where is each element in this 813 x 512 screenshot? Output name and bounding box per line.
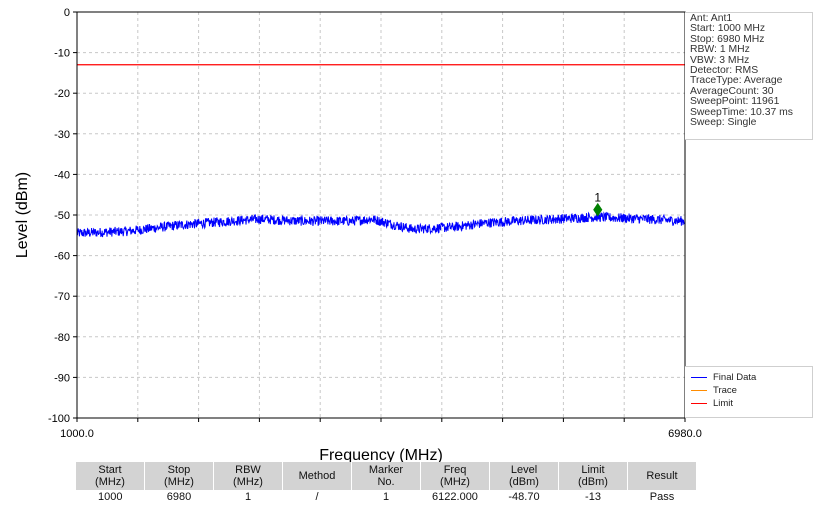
y-tick-label: -30 — [54, 129, 70, 141]
result-cell: -13 — [558, 490, 628, 505]
result-cell: 6980 — [144, 490, 214, 505]
result-cell: 1 — [213, 490, 283, 505]
series-final-data — [76, 211, 686, 238]
y-tick-label: 0 — [64, 7, 70, 19]
y-tick-label: -40 — [54, 169, 70, 181]
result-header-text: No. — [377, 476, 395, 488]
y-tick-label: -100 — [48, 413, 70, 425]
y-tick-label: -50 — [54, 210, 70, 222]
x-tick-label-start: 1000.0 — [60, 428, 94, 440]
result-row: 1000 6980 1/1 6122.000 -48.70 -13 Pass — [76, 490, 697, 505]
y-tick-label: -60 — [54, 251, 70, 263]
legend-swatch — [691, 403, 707, 404]
result-header-text: (MHz) — [95, 476, 125, 488]
result-cell: 1 — [351, 490, 421, 505]
result-cell: 1000 — [76, 490, 145, 505]
info-line: RBW: 1 MHz — [690, 44, 750, 56]
result-header-cell: Method — [282, 462, 352, 490]
result-header-text: (MHz) — [233, 476, 263, 488]
info-line: Start: 1000 MHz — [690, 23, 766, 35]
y-tick-label: -20 — [54, 88, 70, 100]
legend-item: Trace — [691, 384, 812, 397]
result-cell: -48.70 — [489, 490, 559, 505]
y-tick-label: -10 — [54, 48, 70, 60]
legend-swatch — [691, 390, 707, 391]
result-header-cell: Result — [627, 462, 697, 490]
measurement-info-box: Ant: Ant1 Start: 1000 MHz Stop: 6980 MHz RB… — [685, 12, 813, 140]
info-line: Sweep: Single — [690, 117, 757, 129]
legend-label: Trace — [713, 385, 737, 396]
info-line: AverageCount: 30 — [690, 85, 774, 97]
y-tick-label: -70 — [54, 291, 70, 303]
result-header-text: Result — [646, 470, 678, 482]
plot-frame — [76, 11, 686, 419]
result-cell: Pass — [627, 490, 697, 505]
y-tick-label: -80 — [54, 332, 70, 344]
result-header-text: Start — [98, 464, 122, 476]
result-header-text: Method — [298, 470, 336, 482]
result-header-text: Freq — [443, 464, 467, 476]
result-header-cell: Stop (MHz) — [144, 462, 214, 490]
info-line: VBW: 3 MHz — [690, 54, 750, 66]
result-cell: 6122.000 — [420, 490, 490, 505]
result-header-text: (dBm) — [578, 476, 608, 488]
result-header-text: RBW — [235, 464, 261, 476]
legend-swatch — [691, 377, 707, 378]
legend-label: Limit — [713, 398, 734, 409]
legend-label: Final Data — [713, 372, 757, 383]
marker-1-diamond — [593, 202, 603, 217]
x-tick-label-stop: 6980.0 — [668, 428, 702, 440]
x-axis-title: Frequency (MHz) — [319, 447, 443, 464]
result-header-text: (MHz) — [164, 476, 194, 488]
y-tick-label: -90 — [54, 372, 70, 384]
result-header-text: Limit — [581, 464, 605, 476]
info-line: SweepTime: 10.37 ms — [690, 106, 793, 118]
info-line: Ant: Ant1 — [690, 13, 733, 24]
result-header-cell: RBW (MHz) — [213, 462, 283, 490]
result-header-cell: Freq (MHz) — [420, 462, 490, 490]
result-cell: / — [282, 490, 352, 505]
result-header-cell: Marker No. — [351, 462, 421, 490]
marker-1-label: 1 — [594, 191, 601, 205]
info-line: Stop: 6980 MHz — [690, 33, 765, 45]
result-header-cell: Limit (dBm) — [558, 462, 628, 490]
info-line: Detector: RMS — [690, 65, 759, 77]
result-header-text: (MHz) — [440, 476, 470, 488]
info-line: TraceType: Average — [690, 75, 783, 87]
result-header-text: Marker — [368, 464, 404, 476]
result-header-text: (dBm) — [509, 476, 539, 488]
info-line: SweepPoint: 11961 — [690, 96, 780, 108]
result-header-cell: Start (MHz) — [76, 462, 145, 490]
legend: Final Data Trace Limit — [685, 366, 813, 418]
y-axis-title: Level (dBm) — [14, 172, 31, 258]
result-header-cell: Level (dBm) — [489, 462, 559, 490]
result-table: Start (MHz) Stop (MHz) RBW (MHz) Method Marker N… — [76, 462, 697, 505]
result-table-header: Start (MHz) Stop (MHz) RBW (MHz) Method Marker N… — [76, 462, 697, 490]
result-header-text: Level — [510, 464, 538, 476]
legend-item: Final Data — [691, 371, 812, 384]
result-header-text: Stop — [167, 464, 191, 476]
legend-item: Limit — [691, 397, 812, 410]
